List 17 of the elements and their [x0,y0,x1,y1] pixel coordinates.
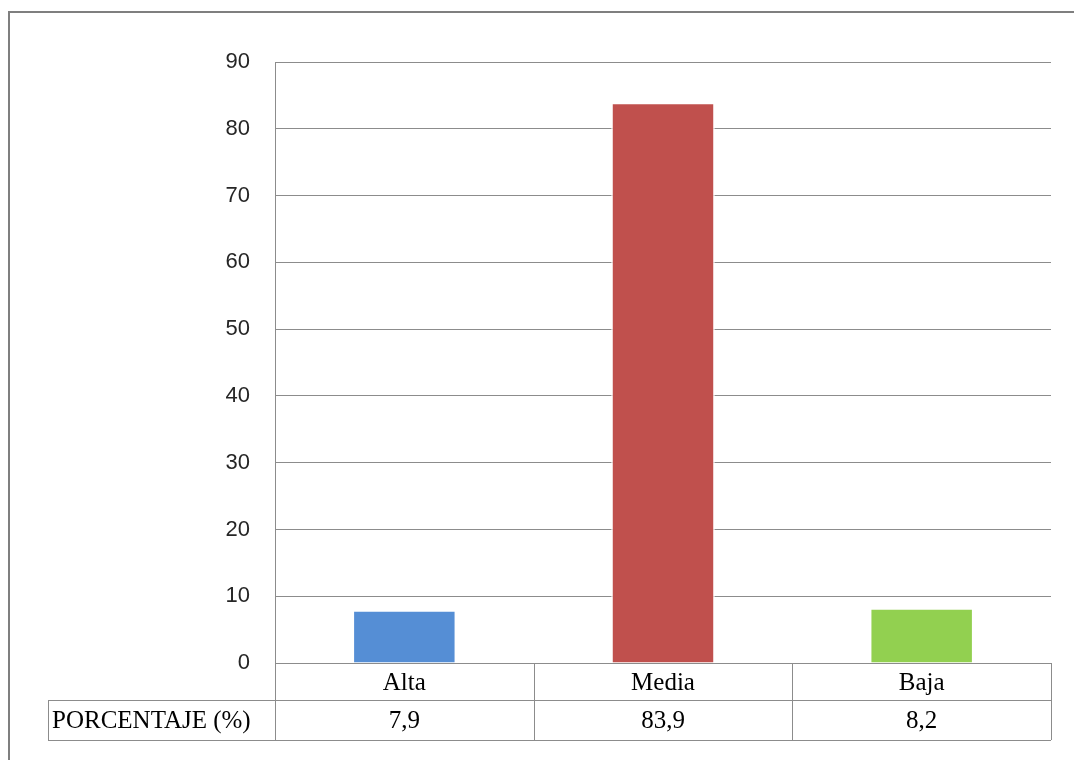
y-tick-label: 30 [225,448,250,474]
y-tick-label: 80 [225,114,250,140]
x-tick-label: Alta [382,667,426,695]
y-tick-label: 40 [225,381,250,407]
y-tick-label: 70 [225,181,250,207]
data-label: 8,2 [906,705,938,733]
y-tick-label: 10 [225,582,250,608]
data-label: 7,9 [388,705,420,733]
text: PORCENTAJE (%) [52,705,251,734]
y-tick-label: 50 [225,315,250,341]
x-tick-label: Baja [898,667,945,695]
y-tick-label: 0 [237,649,250,675]
y-tick-label: 20 [225,515,250,541]
data-label: 83,9 [641,705,685,733]
y-tick-label: 90 [225,48,250,74]
y-tick-label: 60 [225,248,250,274]
x-tick-label: Media [631,667,695,695]
